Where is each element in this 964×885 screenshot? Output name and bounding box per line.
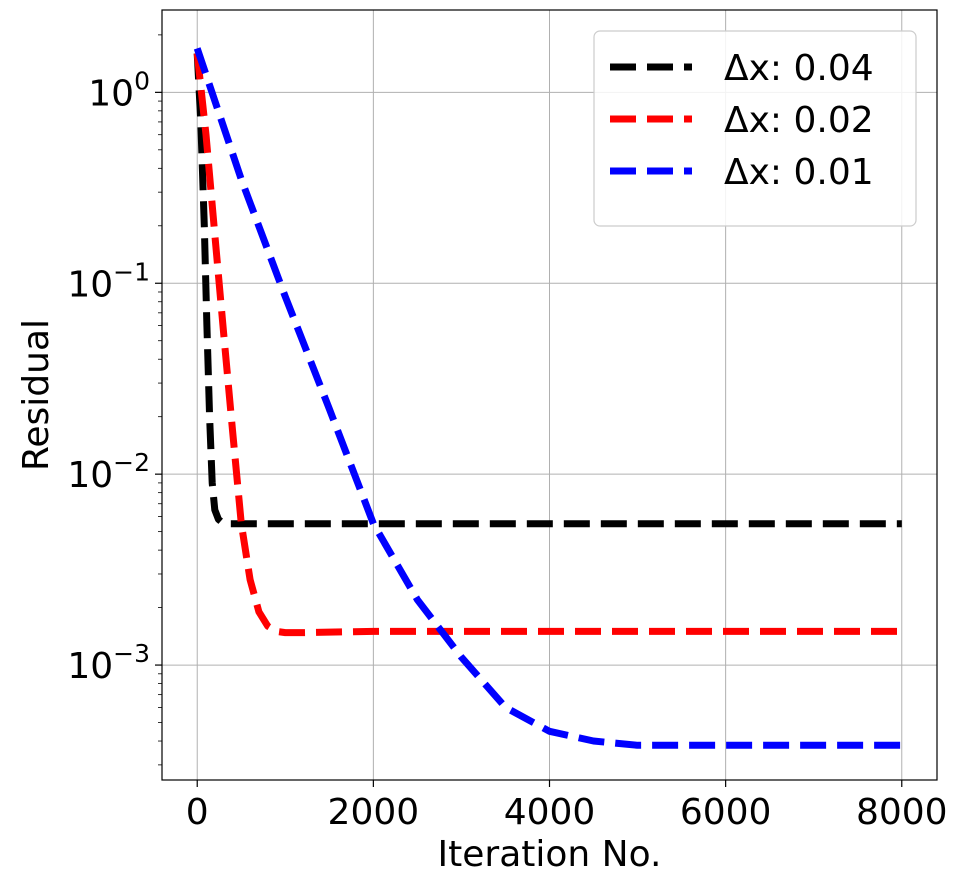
y-tick-label: 10−2 <box>67 448 150 496</box>
y-tick-exponent: −2 <box>113 448 150 477</box>
y-tick-exponent: −1 <box>113 257 150 286</box>
y-tick-base: 10 <box>67 455 113 496</box>
x-tick-label: 2000 <box>328 792 420 833</box>
y-axis-label: Residual <box>16 319 57 471</box>
series-lines <box>193 47 902 749</box>
y-tick-base: 10 <box>88 73 134 114</box>
y-tick-base: 10 <box>67 264 113 305</box>
legend-label-1: Δx: 0.02 <box>724 100 874 141</box>
legend: Δx: 0.04 Δx: 0.02 Δx: 0.01 <box>593 30 917 227</box>
y-tick-label: 10−1 <box>67 257 150 305</box>
y-tick-exponent: −3 <box>113 639 150 668</box>
x-axis-label: Iteration No. <box>438 834 662 875</box>
series-line-1 <box>193 53 902 637</box>
x-tick-label: 4000 <box>504 792 596 833</box>
legend-label-0: Δx: 0.04 <box>724 48 874 89</box>
x-tick-label: 8000 <box>856 792 948 833</box>
y-tick-base: 10 <box>67 646 113 687</box>
series-line-2 <box>193 47 902 749</box>
legend-label-2: Δx: 0.01 <box>724 152 874 193</box>
x-tick-label: 0 <box>186 792 209 833</box>
x-tick-label: 6000 <box>680 792 772 833</box>
series-line-0 <box>193 53 902 528</box>
legend-box <box>593 30 917 227</box>
y-tick-label: 10−3 <box>67 639 150 687</box>
y-tick-exponent: 0 <box>134 66 150 95</box>
y-tick-label: 100 <box>88 66 150 114</box>
